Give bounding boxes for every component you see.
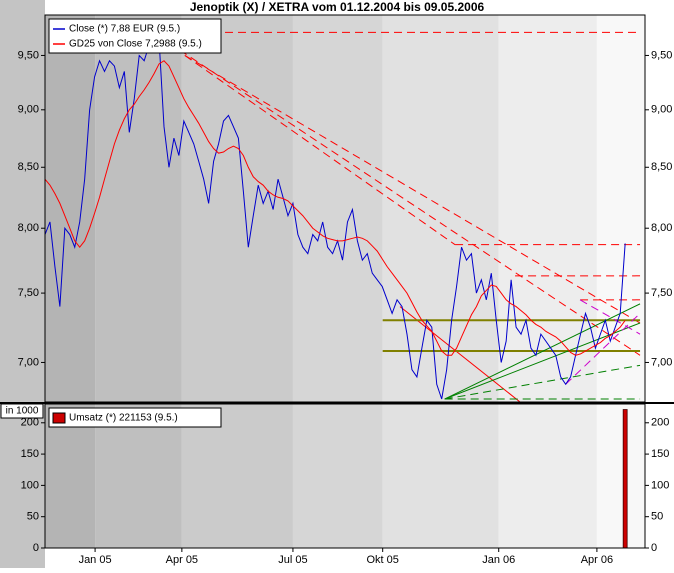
y-tick-label: 150 bbox=[21, 448, 39, 460]
left-margin bbox=[0, 0, 45, 568]
y-tick-label-right: 50 bbox=[651, 511, 663, 523]
legend-swatch bbox=[52, 412, 66, 424]
y-tick-label-right: 7,50 bbox=[651, 287, 672, 299]
y-axis-label: in 1000 bbox=[6, 406, 39, 417]
price-line bbox=[44, 60, 626, 356]
price-line bbox=[44, 39, 626, 400]
y-tick-label: 50 bbox=[27, 511, 39, 523]
y-tick-label: 7,50 bbox=[18, 287, 39, 299]
y-tick-label-right: 100 bbox=[651, 479, 669, 491]
legend-box bbox=[48, 407, 222, 428]
x-tick-label: Jul 05 bbox=[278, 554, 307, 566]
y-tick-label-right: 150 bbox=[651, 448, 669, 460]
y-tick-label: 100 bbox=[21, 479, 39, 491]
x-tick-label: Jan 05 bbox=[79, 554, 112, 566]
trendline bbox=[444, 322, 641, 400]
trendline bbox=[399, 306, 521, 403]
y-tick-label-right: 8,00 bbox=[651, 222, 672, 234]
trendline bbox=[579, 299, 641, 335]
x-tick-label: Apr 06 bbox=[581, 554, 613, 566]
trendline bbox=[444, 303, 641, 400]
y-tick-label: 8,50 bbox=[18, 161, 39, 173]
band bbox=[292, 15, 383, 548]
band bbox=[95, 15, 182, 548]
y-tick-label-right: 9,50 bbox=[651, 49, 672, 61]
chart-title: Jenoptik (X) / XETRA vom 01.12.2004 bis … bbox=[190, 0, 485, 14]
x-tick-label: Jan 06 bbox=[482, 554, 515, 566]
y-tick-label-right: 9,00 bbox=[651, 104, 672, 116]
volume-bar bbox=[622, 409, 628, 549]
band bbox=[45, 15, 96, 548]
legend-label: Close (*) 7,88 EUR (9.5.) bbox=[69, 24, 180, 35]
y-tick-label: 7,00 bbox=[18, 356, 39, 368]
y-tick-label-right: 200 bbox=[651, 417, 669, 429]
trendline bbox=[565, 313, 641, 385]
trendline bbox=[184, 55, 641, 324]
band bbox=[382, 15, 499, 548]
y-tick-label: 0 bbox=[33, 542, 39, 554]
y-tick-label-right: 7,00 bbox=[651, 356, 672, 368]
y-tick-label: 200 bbox=[21, 417, 39, 429]
legend-label: GD25 von Close 7,2988 (9.5.) bbox=[69, 39, 202, 50]
bands bbox=[45, 15, 645, 548]
band bbox=[498, 15, 597, 548]
y-tick-label: 9,50 bbox=[18, 49, 39, 61]
y-tick-label: 8,00 bbox=[18, 222, 39, 234]
trendline bbox=[184, 55, 456, 246]
x-tick-label: Apr 05 bbox=[166, 554, 198, 566]
legend-box bbox=[48, 18, 222, 54]
trendline bbox=[444, 364, 641, 400]
trendline bbox=[179, 49, 641, 356]
y-tick-label-right: 0 bbox=[651, 542, 657, 554]
legend-label: Umsatz (*) 221153 (9.5.) bbox=[69, 413, 178, 424]
x-tick-label: Okt 05 bbox=[366, 554, 398, 566]
y-tick-label: 9,00 bbox=[18, 104, 39, 116]
band bbox=[181, 15, 293, 548]
y-tick-label-right: 8,50 bbox=[651, 161, 672, 173]
band bbox=[596, 15, 645, 548]
